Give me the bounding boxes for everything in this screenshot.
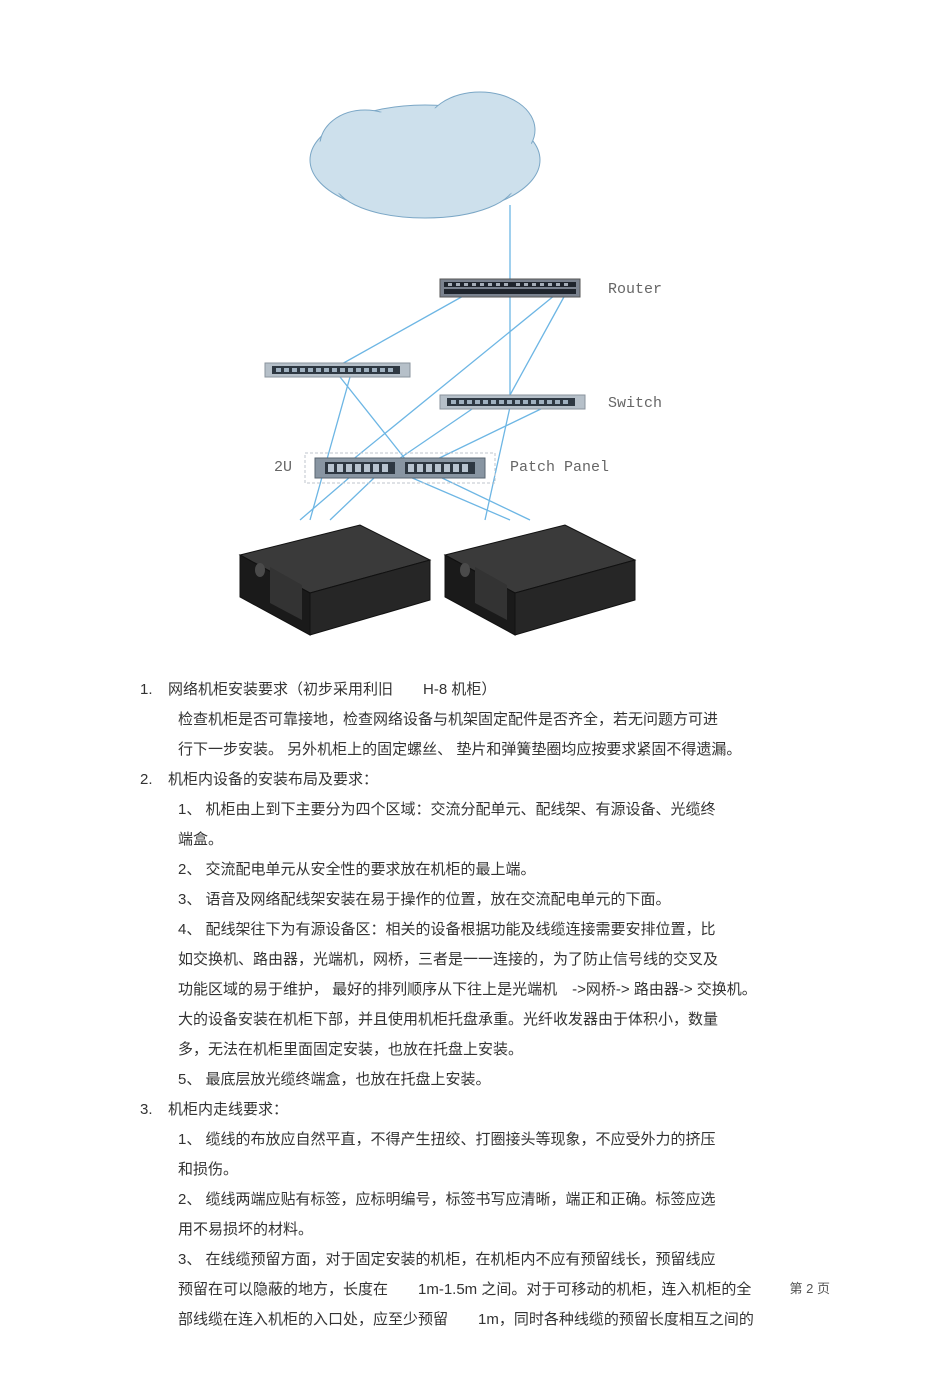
label-patch-panel: Patch Panel [510,459,609,476]
document-body: 1.网络机柜安装要求（初步采用利旧 H-8 机柜） 检查机柜是否可靠接地，检查网… [140,675,840,1335]
list-3-3c: 部线缆在连入机柜的入口处，应至少预留 1m，同时各种线缆的预留长度相互之间的 [178,1305,840,1335]
list-3-3a: 3、 在线缆预留方面，对于固定安装的机柜，在机柜内不应有预留线长，预留线应 [178,1245,840,1275]
list-3-1a: 1、 缆线的布放应自然平直，不得产生扭绞、打圈接头等现象，不应受外力的挤压 [178,1125,840,1155]
list-2-4a: 4、 配线架往下为有源设备区：相关的设备根据功能及线缆连接需要安排位置，比 [178,915,840,945]
list-2-2: 2、 交流配电单元从安全性的要求放在机柜的最上端。 [178,855,840,885]
list-3-2b: 用不易损坏的材料。 [178,1215,840,1245]
router-icon [440,279,580,297]
switch-icon-2 [440,395,585,409]
server-icon-1 [240,525,430,635]
switch-icon-1 [265,363,410,377]
list-num-2: 2. [140,765,168,795]
list-2-4c: 功能区域的易于维护， 最好的排列顺序从下往上是光端机 ->网桥-> 路由器-> … [178,975,840,1005]
list-1-line-b: 行下一步安装。 另外机柜上的固定螺丝、 垫片和弹簧垫圈均应按要求紧固不得遗漏。 [178,735,840,765]
label-router: Router [608,281,662,298]
list-3-2a: 2、 缆线两端应贴有标签，应标明编号，标签书写应清晰，端正和正确。标签应选 [178,1185,840,1215]
patch-panel-icon [315,458,485,478]
list-2-3: 3、 语音及网络配线架安装在易于操作的位置，放在交流配电单元的下面。 [178,885,840,915]
server-icon-2 [445,525,635,635]
label-2u: 2U [274,459,292,476]
list-2-4b: 如交换机、路由器，光端机，网桥，三者是一一连接的，为了防止信号线的交叉及 [178,945,840,975]
list-2-4d: 大的设备安装在机柜下部，并且使用机柜托盘承重。光纤收发器由于体积小，数量 [178,1005,840,1035]
page-footer: 第 2 页 [790,1278,830,1297]
network-diagram: Router Switch Patch Panel 2U [210,65,770,655]
list-num-1: 1. [140,675,168,705]
list-2-4e: 多，无法在机柜里面固定安装，也放在托盘上安装。 [178,1035,840,1065]
label-switch: Switch [608,395,662,412]
list-num-3: 3. [140,1095,168,1125]
list-2-5: 5、 最底层放光缆终端盒，也放在托盘上安装。 [178,1065,840,1095]
list-3-3b: 预留在可以隐蔽的地方，长度在 1m-1.5m 之间。对于可移动的机柜，连入机柜的… [178,1275,840,1305]
cloud-icon [310,92,540,218]
list-2-1b: 端盒。 [178,825,840,855]
list-text-1: 网络机柜安装要求（初步采用利旧 H-8 机柜） [168,681,496,698]
list-text-2: 机柜内设备的安装布局及要求： [168,771,378,788]
list-text-3: 机柜内走线要求： [168,1101,288,1118]
list-2-1a: 1、 机柜由上到下主要分为四个区域：交流分配单元、配线架、有源设备、光缆终 [178,795,840,825]
list-1-line-a: 检查机柜是否可靠接地，检查网络设备与机架固定配件是否齐全，若无问题方可进 [178,705,840,735]
list-3-1b: 和损伤。 [178,1155,840,1185]
